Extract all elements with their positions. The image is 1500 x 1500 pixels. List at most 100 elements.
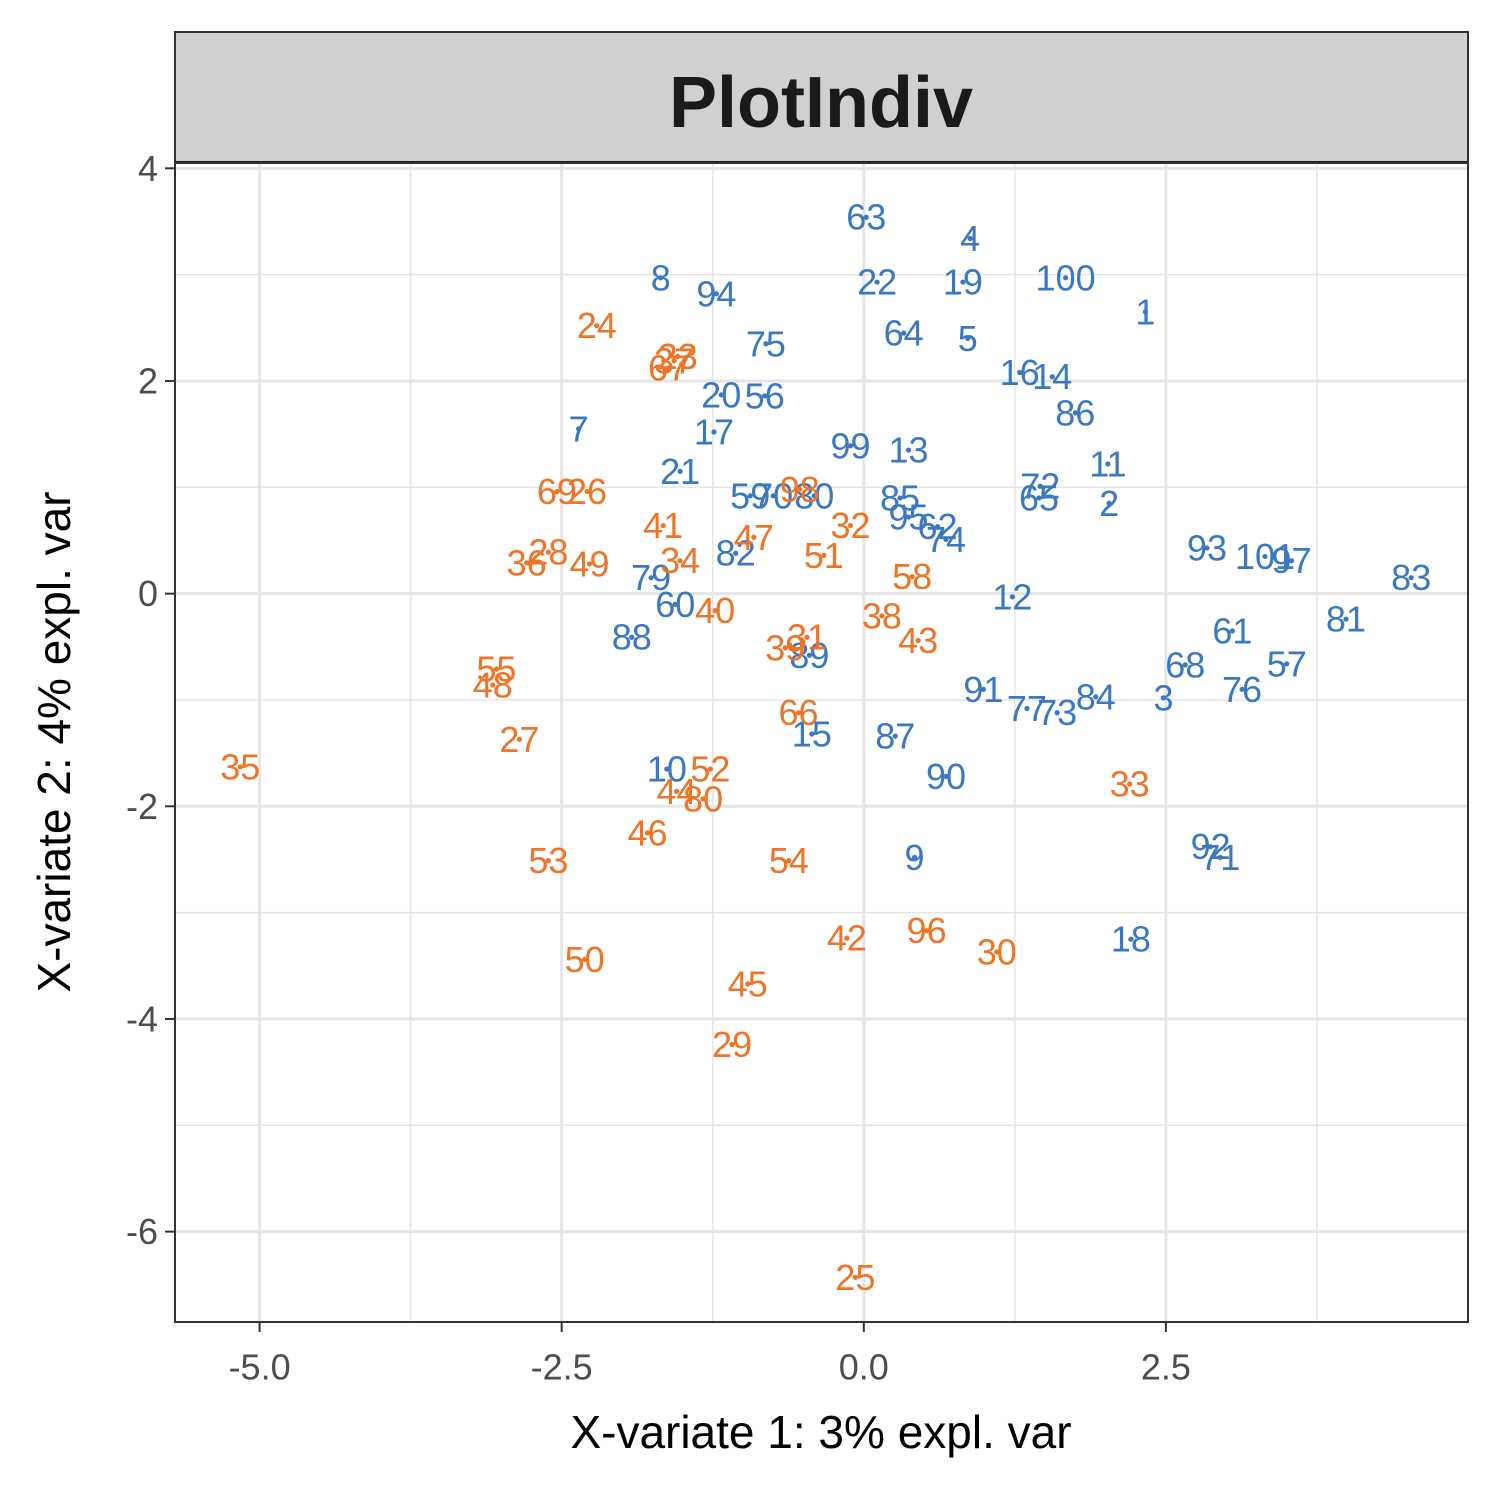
data-point — [797, 486, 803, 493]
data-point — [1262, 553, 1268, 560]
point-label: 72 — [1020, 466, 1060, 507]
data-point — [648, 575, 654, 581]
point-label: 66 — [779, 692, 819, 733]
point-label: 2 — [1099, 483, 1119, 524]
point-label: 75 — [746, 323, 786, 364]
data-point — [811, 493, 817, 499]
point-label: 8 — [651, 257, 671, 298]
point-label: 50 — [565, 939, 605, 980]
point-label: 51 — [804, 535, 844, 576]
point-label: 58 — [892, 556, 932, 597]
y-tick-label: -6 — [126, 1211, 158, 1252]
data-point — [821, 552, 827, 558]
data-point — [576, 426, 582, 432]
data-point — [965, 335, 971, 342]
data-points: 1234578910111213141516171819202122565759… — [220, 197, 1431, 1298]
point-label: 68 — [1165, 644, 1205, 685]
data-point — [967, 235, 973, 242]
data-point — [1239, 686, 1245, 692]
series-0: 1234578910111213141516171819202122565759… — [569, 197, 1432, 960]
point-label: 46 — [627, 812, 667, 853]
point-label: 63 — [846, 197, 886, 238]
point-label: 69 — [537, 471, 577, 512]
point-label: 15 — [792, 713, 832, 754]
point-label: 49 — [569, 543, 609, 584]
data-point — [1127, 781, 1133, 787]
x-tick-label: 2.5 — [1141, 1347, 1191, 1388]
point-label: 23 — [658, 336, 698, 377]
data-point — [1049, 374, 1055, 380]
point-label: 7 — [569, 408, 589, 449]
point-label: 70 — [753, 475, 793, 516]
point-label: 24 — [577, 305, 617, 346]
point-label: 30 — [977, 931, 1017, 972]
data-point — [237, 764, 243, 770]
data-point — [584, 488, 590, 495]
x-tick-label: 0.0 — [839, 1347, 889, 1388]
data-point — [795, 710, 802, 716]
point-label: 36 — [507, 542, 547, 583]
data-point — [1036, 495, 1042, 501]
point-label: 11 — [1089, 443, 1126, 484]
point-label: 54 — [769, 840, 809, 881]
point-label: 77 — [1007, 688, 1047, 729]
point-label: 88 — [612, 617, 652, 658]
major-gridlines — [175, 163, 1468, 1322]
point-label: 89 — [789, 635, 829, 676]
data-point — [1024, 705, 1030, 712]
data-point — [943, 773, 949, 780]
data-point — [852, 1274, 858, 1280]
data-point — [1408, 575, 1414, 581]
x-axis: -5.0 -2.5 0.0 2.5 — [229, 1322, 1191, 1388]
point-label: 97 — [1272, 540, 1312, 581]
panel-border — [174, 162, 1469, 1323]
point-label: 95 — [888, 497, 928, 538]
point-label: 25 — [835, 1257, 875, 1298]
data-point — [943, 536, 949, 543]
data-point — [915, 637, 921, 644]
data-point — [1217, 854, 1223, 860]
point-label: 13 — [888, 430, 928, 471]
point-label: 57 — [1267, 643, 1307, 684]
point-label: 53 — [528, 840, 568, 881]
data-point — [677, 468, 683, 474]
data-point — [905, 514, 912, 520]
point-label: 16 — [1000, 352, 1040, 393]
point-label: 59 — [730, 475, 770, 516]
point-label: 81 — [1326, 599, 1366, 640]
data-point — [718, 392, 724, 398]
point-label: 34 — [660, 540, 700, 581]
point-label: 28 — [528, 532, 568, 573]
data-point — [1106, 500, 1112, 506]
point-label: 12 — [992, 576, 1032, 617]
point-label: 9 — [905, 837, 925, 878]
data-point — [762, 393, 768, 399]
point-label: 91 — [963, 669, 1003, 710]
data-point — [1288, 558, 1295, 564]
data-point — [804, 634, 810, 640]
data-point — [809, 731, 815, 737]
point-label: 64 — [884, 313, 924, 354]
data-point — [909, 574, 915, 580]
data-point — [664, 766, 670, 772]
point-label: 29 — [712, 1024, 752, 1065]
data-point — [874, 279, 880, 285]
data-point — [960, 279, 966, 285]
data-point — [1229, 628, 1235, 634]
point-label: 87 — [875, 716, 915, 757]
data-point — [786, 857, 792, 864]
point-label: 92 — [1191, 826, 1231, 867]
point-label: 56 — [745, 375, 785, 416]
point-label: 4 — [960, 218, 980, 259]
point-label: 93 — [1187, 527, 1227, 568]
point-label: 98 — [780, 469, 820, 510]
point-label: 17 — [694, 412, 734, 453]
y-tick-label: -2 — [126, 786, 158, 827]
point-label: 31 — [787, 617, 827, 658]
point-label: 86 — [1055, 392, 1095, 433]
x-axis-title: X-variate 1: 3% expl. var — [570, 1406, 1071, 1458]
data-point — [493, 666, 500, 672]
point-label: 45 — [728, 963, 768, 1004]
data-point — [516, 736, 522, 742]
